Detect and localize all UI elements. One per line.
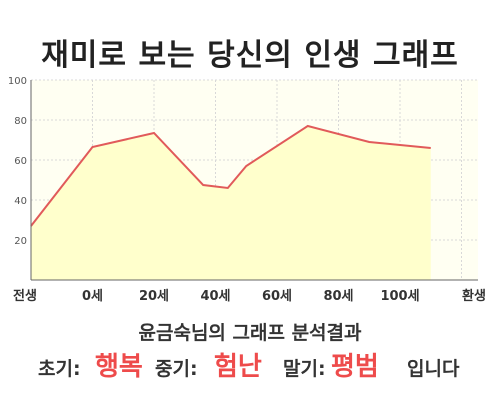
- result-title: 윤금숙님의 그래프 분석결과: [138, 322, 362, 344]
- life-area: [31, 126, 431, 280]
- early-label: 초기:: [38, 358, 81, 380]
- late-value: 평범: [331, 352, 379, 382]
- y-tick-label: 100: [8, 76, 27, 87]
- ending-text: 입니다: [407, 358, 460, 380]
- y-tick-label: 40: [14, 196, 27, 207]
- y-tick-label: 80: [14, 116, 27, 127]
- y-tick-label: 20: [14, 236, 27, 247]
- late-label: 말기:: [283, 358, 326, 380]
- x-tick-label: 100세: [380, 289, 419, 304]
- x-tick-label: 40세: [200, 289, 230, 304]
- page-title: 재미로 보는 당신의 인생 그래프: [41, 38, 459, 73]
- x-tick-label: 20세: [139, 289, 169, 304]
- middle-label: 중기:: [155, 358, 198, 380]
- middle-value: 험난: [214, 352, 262, 382]
- x-tick-label: 0세: [82, 289, 103, 304]
- result-summary: 초기: 행복 중기: 험난 말기: 평범 입니다: [0, 345, 500, 385]
- x-tick-label: 60세: [262, 289, 292, 304]
- x-tick-labels: 전생 0세 20세 40세 60세 80세 100세 환생: [13, 288, 486, 304]
- x-tick-label: 80세: [323, 289, 353, 304]
- y-tick-labels: 20 40 60 80 100: [8, 76, 27, 247]
- x-tick-label: 환생: [462, 288, 486, 304]
- life-graph-chart: 20 40 60 80 100 전생 0세 20세 40세 60세 80세 100세 환생: [8, 76, 486, 304]
- y-tick-label: 60: [14, 156, 27, 167]
- early-value: 행복: [95, 352, 143, 382]
- x-tick-label: 전생: [13, 288, 37, 304]
- life-line: [30, 124, 431, 227]
